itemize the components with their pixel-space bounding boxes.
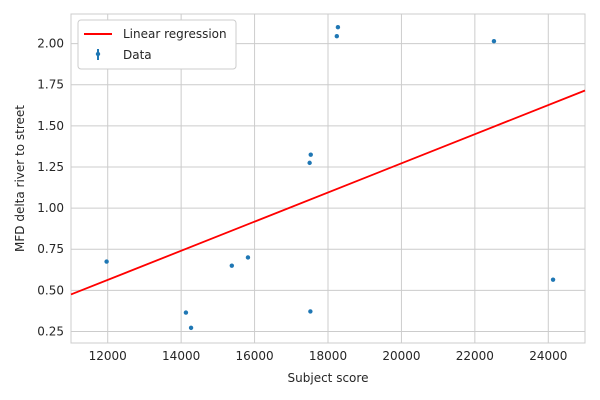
data-point bbox=[104, 259, 109, 264]
legend-label-linear-regression: Linear regression bbox=[123, 27, 227, 41]
y-tick-label: 0.50 bbox=[37, 283, 64, 297]
data-point bbox=[550, 277, 556, 282]
x-tick-label: 24000 bbox=[529, 349, 567, 363]
data-point bbox=[335, 24, 341, 30]
x-tick-label: 16000 bbox=[235, 349, 273, 363]
x-axis-ticks: 12000 14000 16000 18000 20000 22000 24000 bbox=[89, 349, 568, 363]
data-layer bbox=[70, 24, 586, 331]
data-point bbox=[188, 325, 194, 331]
y-tick-label: 1.50 bbox=[37, 119, 64, 133]
y-tick-label: 0.25 bbox=[37, 324, 64, 338]
y-tick-label: 0.75 bbox=[37, 242, 64, 256]
x-tick-label: 22000 bbox=[456, 349, 494, 363]
y-tick-label: 2.00 bbox=[37, 37, 64, 51]
data-point bbox=[308, 152, 313, 157]
data-point bbox=[307, 160, 312, 166]
data-point bbox=[491, 38, 497, 44]
data-point bbox=[334, 34, 340, 39]
x-axis-title: Subject score bbox=[288, 371, 369, 385]
legend: Linear regression Data bbox=[77, 19, 237, 70]
y-tick-label: 1.00 bbox=[37, 201, 64, 215]
regression-line bbox=[70, 89, 586, 296]
legend-box bbox=[77, 19, 237, 70]
x-tick-label: 18000 bbox=[309, 349, 347, 363]
y-axis-title: MFD delta river to street bbox=[13, 105, 27, 252]
y-tick-label: 1.75 bbox=[37, 78, 64, 92]
x-tick-label: 14000 bbox=[162, 349, 200, 363]
data-point bbox=[229, 263, 235, 268]
y-axis-ticks: 0.25 0.50 0.75 1.00 1.25 1.50 1.75 2.00 bbox=[37, 37, 64, 339]
data-point bbox=[245, 255, 251, 260]
x-tick-label: 12000 bbox=[89, 349, 127, 363]
grid-lines bbox=[71, 14, 585, 343]
legend-label-data: Data bbox=[123, 48, 152, 62]
plot-frame bbox=[70, 13, 586, 344]
data-point bbox=[183, 310, 189, 315]
y-tick-label: 1.25 bbox=[37, 160, 64, 174]
data-point bbox=[308, 309, 313, 314]
x-tick-label: 20000 bbox=[382, 349, 420, 363]
legend-swatch-data bbox=[95, 51, 101, 57]
